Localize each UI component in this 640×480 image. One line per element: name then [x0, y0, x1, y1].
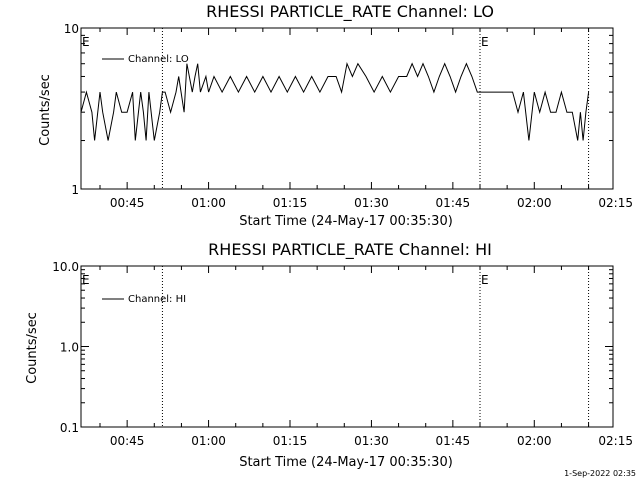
lo-y-axis-label: Counts/sec — [38, 74, 53, 146]
lo-channel-panel: RHESSI PARTICLE_RATE Channel: LO Counts/… — [38, 2, 633, 229]
lo-legend-label: Channel: LO — [128, 54, 189, 65]
event-marker-label: E — [82, 35, 90, 49]
x-tick-label: 01:30 — [354, 196, 389, 210]
y-tick-label: 10.0 — [52, 260, 79, 274]
x-tick-label: 02:00 — [517, 196, 552, 210]
event-marker-label: E — [481, 273, 489, 287]
y-tick-label: 10 — [64, 22, 79, 36]
y-tick-label: 1.0 — [60, 341, 79, 355]
x-tick-label: 01:15 — [273, 196, 308, 210]
x-tick-label: 02:15 — [598, 196, 633, 210]
event-marker-label: E — [481, 35, 489, 49]
generation-timestamp: 1-Sep-2022 02:35 — [564, 469, 636, 478]
lo-x-axis-label: Start Time (24-May-17 00:35:30) — [239, 214, 453, 229]
x-tick-label: 01:30 — [354, 434, 389, 448]
x-tick-label: 01:45 — [436, 434, 471, 448]
y-tick-label: 0.1 — [60, 421, 79, 435]
hi-x-axis-label: Start Time (24-May-17 00:35:30) — [239, 455, 453, 470]
x-tick-label: 02:15 — [598, 434, 633, 448]
x-tick-label: 01:00 — [191, 196, 226, 210]
plot-frame — [80, 265, 614, 428]
hi-channel-panel: RHESSI PARTICLE_RATE Channel: HI Counts/… — [25, 240, 633, 470]
hi-chart-title: RHESSI PARTICLE_RATE Channel: HI — [208, 240, 492, 260]
series-line-0 — [80, 61, 590, 141]
x-tick-label: 00:45 — [110, 196, 145, 210]
x-tick-label: 01:15 — [273, 434, 308, 448]
hi-y-axis-label: Counts/sec — [25, 312, 40, 384]
x-tick-label: 00:45 — [110, 434, 145, 448]
x-tick-label: 01:00 — [191, 434, 226, 448]
x-tick-label: 01:45 — [436, 196, 471, 210]
x-tick-label: 02:00 — [517, 434, 552, 448]
event-marker-label: E — [82, 273, 90, 287]
hi-legend-label: Channel: HI — [128, 294, 186, 305]
y-tick-label: 1 — [71, 183, 79, 197]
lo-chart-title: RHESSI PARTICLE_RATE Channel: LO — [206, 2, 494, 22]
plot-frame — [80, 27, 614, 190]
